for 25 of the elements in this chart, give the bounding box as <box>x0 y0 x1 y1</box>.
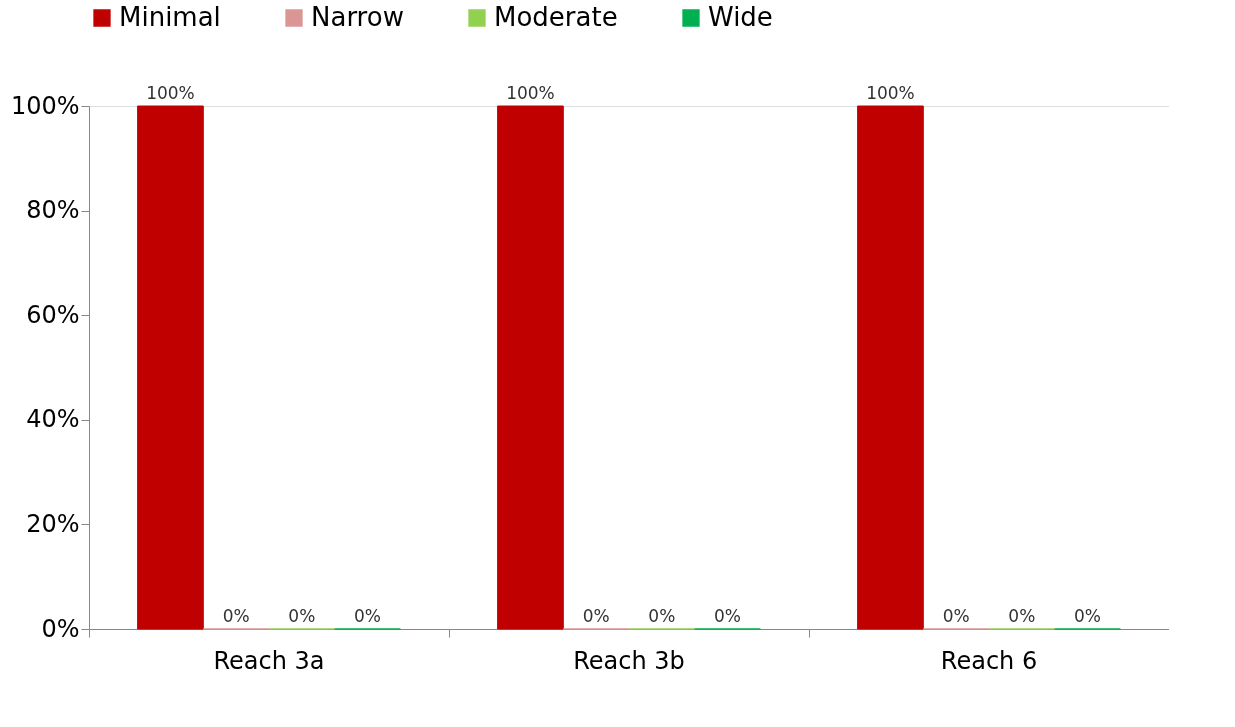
data-label: 0% <box>222 606 250 626</box>
data-label: 0% <box>942 606 970 626</box>
x-tick-label: Reach 6 <box>940 646 1038 675</box>
data-label: 0% <box>1008 606 1036 626</box>
data-label: 100% <box>506 83 555 103</box>
data-label: 0% <box>288 606 316 626</box>
data-label: 0% <box>354 606 382 626</box>
y-tick-label: 20% <box>26 509 80 538</box>
y-tick-label: 40% <box>26 405 80 434</box>
legend-label: Minimal <box>119 2 221 32</box>
data-label: 100% <box>146 83 195 103</box>
data-label: 0% <box>582 606 610 626</box>
data-label: 0% <box>648 606 676 626</box>
y-tick-label: 80% <box>26 196 80 225</box>
y-tick-label: 100% <box>10 91 80 120</box>
legend-label: Wide <box>708 2 773 32</box>
x-tick-label: Reach 3a <box>213 646 325 675</box>
legend-label: Moderate <box>494 2 618 32</box>
data-label: 100% <box>866 83 915 103</box>
x-tick-label: Reach 3b <box>573 646 685 675</box>
y-tick-label: 60% <box>26 300 80 329</box>
legend-label: Narrow <box>311 2 404 32</box>
y-tick-label: 0% <box>41 614 80 643</box>
data-label: 0% <box>714 606 742 626</box>
data-label: 0% <box>1074 606 1102 626</box>
